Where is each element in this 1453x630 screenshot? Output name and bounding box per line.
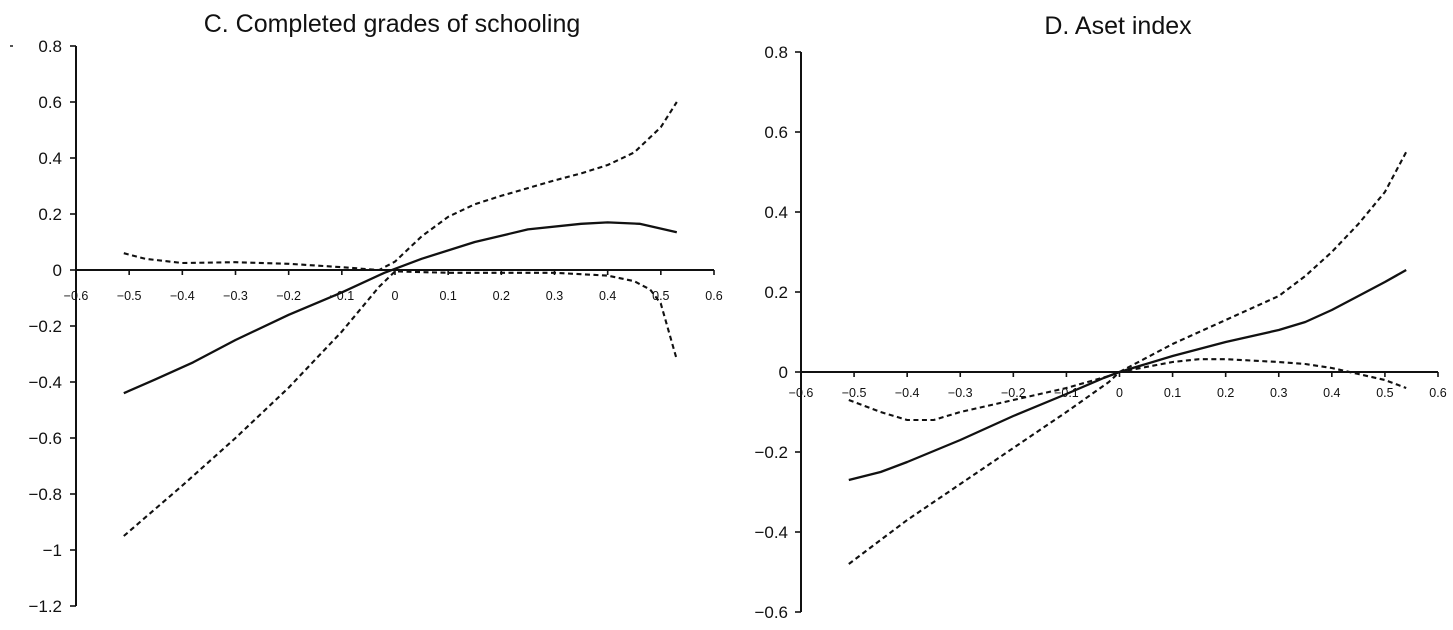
x-tick-label: 0.1	[1164, 386, 1181, 400]
y-tick-label: −0.4	[28, 373, 62, 392]
x-tick-label: −0.2	[1001, 386, 1026, 400]
y-tick-label: −0.6	[754, 603, 788, 622]
x-tick-label: −0.3	[223, 289, 248, 303]
y-tick-label: 0.6	[38, 93, 62, 112]
y-tick-label: −0.4	[754, 523, 788, 542]
y-tick-label: 0.4	[764, 203, 788, 222]
x-tick-label: −0.6	[64, 289, 89, 303]
confidence-band-line-c-1	[123, 101, 678, 272]
confidence-band-line-d-2	[848, 358, 1407, 565]
x-tick-label: 0.2	[1217, 386, 1234, 400]
x-tick-label: 0.4	[1323, 386, 1340, 400]
y-tick-label: 0.4	[38, 149, 62, 168]
panel-d: D. Aset index 0.8 0.6 0.4 0.2 0 −0.2 −0.4 −0.6 −…	[754, 12, 1446, 622]
x-tick-label: 0.5	[652, 289, 669, 303]
y-tick-label: −1	[43, 541, 62, 560]
x-tick-label: 0.4	[599, 289, 616, 303]
y-tick-label: 0.6	[764, 123, 788, 142]
y-tick-label: −1.2	[28, 597, 62, 616]
x-tick-label: 0.6	[705, 289, 722, 303]
y-tick-label: −0.6	[28, 429, 62, 448]
x-tick-label: 0.1	[439, 289, 456, 303]
confidence-band-line-c-2	[123, 270, 678, 537]
x-tick-label: −0.2	[276, 289, 301, 303]
x-tick-label: −0.5	[842, 386, 867, 400]
y-tick-label: −0.2	[28, 317, 62, 336]
y-tick-label: 0.8	[38, 37, 62, 56]
estimate-line-c-0	[123, 221, 678, 395]
x-tick-label: −0.1	[329, 289, 354, 303]
y-tick-label: 0	[779, 363, 788, 382]
panel-c: C. Completed grades of schooling 0.8 0.6 0…	[10, 10, 723, 616]
y-tick-label: 0	[53, 261, 62, 280]
x-tick-label: −0.6	[789, 386, 814, 400]
stray-mark	[10, 45, 13, 47]
confidence-band-line-d-1	[848, 151, 1408, 422]
x-tick-label: −0.5	[117, 289, 142, 303]
y-tick-label: −0.8	[28, 485, 62, 504]
x-tick-label: −0.4	[170, 289, 195, 303]
x-tick-label: 0.3	[546, 289, 563, 303]
x-tick-label: 0.6	[1429, 386, 1446, 400]
chart-title-d: D. Aset index	[1044, 12, 1192, 40]
estimate-line-d-0	[848, 268, 1407, 482]
x-tick-label: 0	[392, 289, 399, 303]
x-tick-label: −0.4	[895, 386, 920, 400]
y-tick-label: 0.8	[764, 43, 788, 62]
x-tick-label: 0.2	[493, 289, 510, 303]
y-tick-label: −0.2	[754, 443, 788, 462]
x-tick-label: 0	[1116, 386, 1123, 400]
x-tick-label: −0.3	[948, 386, 973, 400]
x-tick-label: 0.5	[1376, 386, 1393, 400]
y-tick-label: 0.2	[38, 205, 62, 224]
x-tick-label: 0.3	[1270, 386, 1287, 400]
chart-title-c: C. Completed grades of schooling	[204, 10, 581, 38]
y-tick-label: 0.2	[764, 283, 788, 302]
